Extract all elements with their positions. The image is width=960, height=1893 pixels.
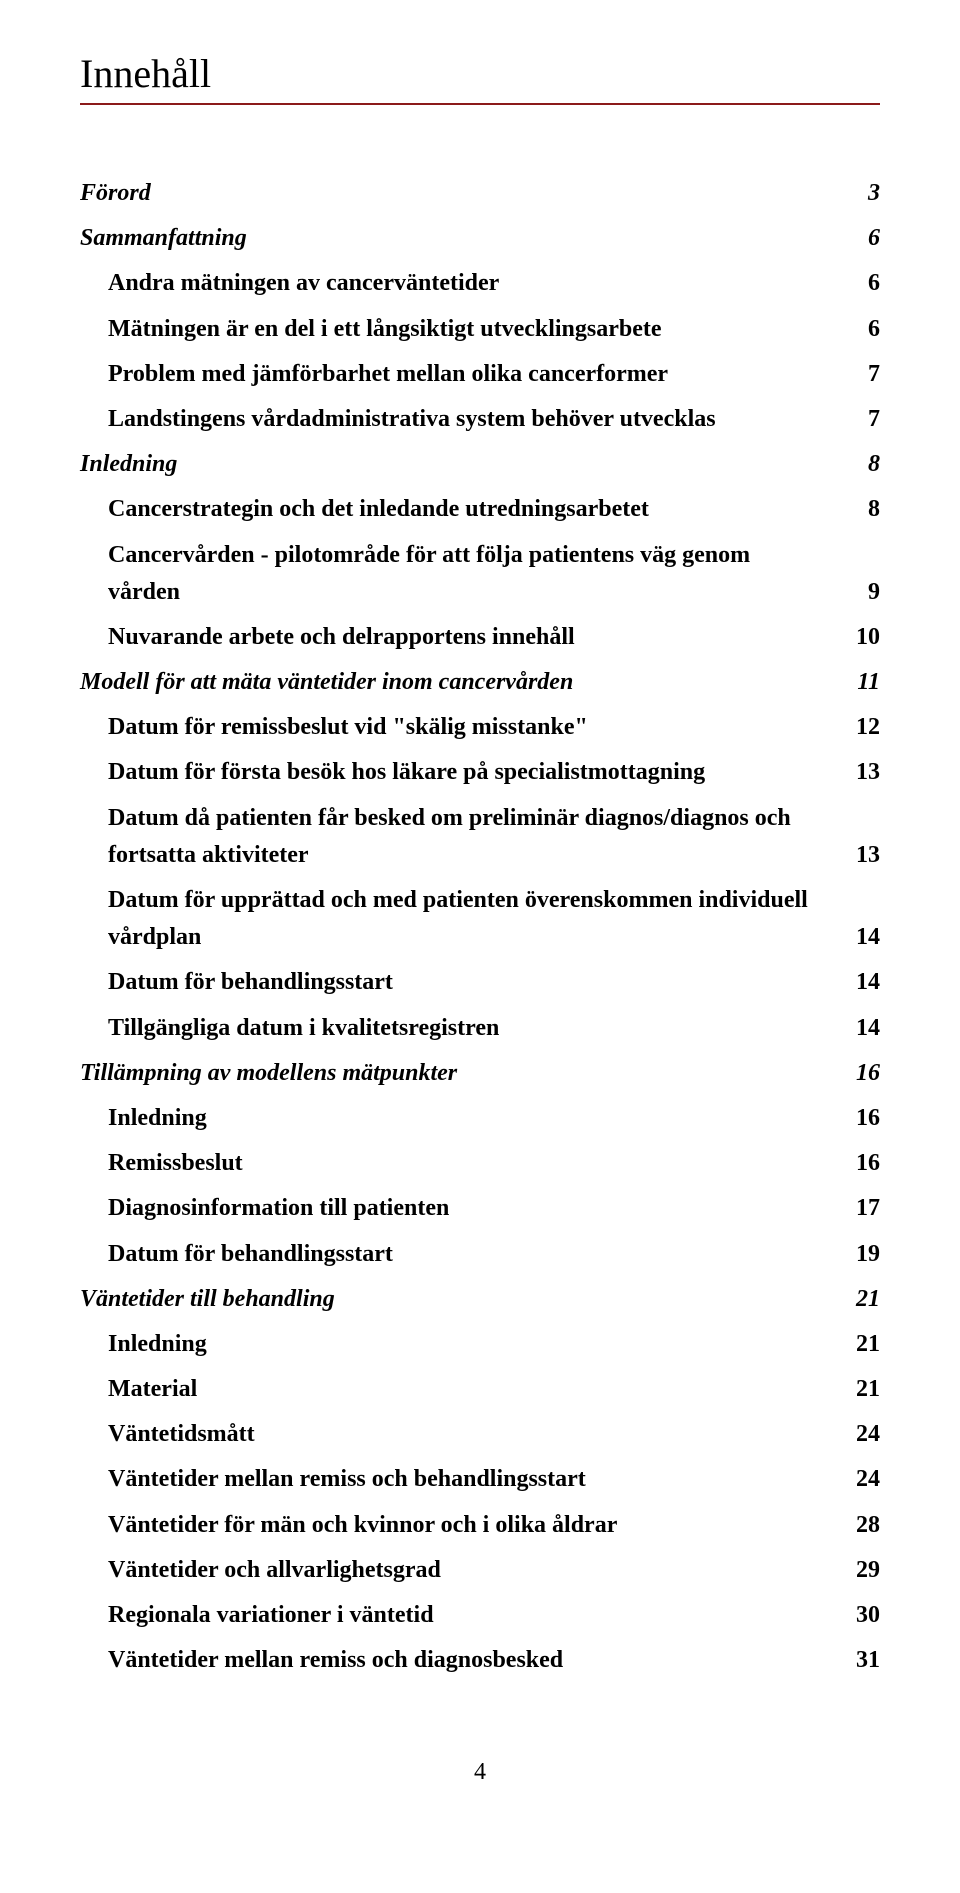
toc-entry-page: 16 — [840, 1145, 880, 1182]
page-number: 4 — [80, 1759, 880, 1786]
toc-row: Andra mätningen av cancerväntetider6 — [80, 265, 880, 302]
toc-entry-page: 14 — [840, 919, 880, 956]
toc-row: Inledning21 — [80, 1326, 880, 1363]
toc-entry-page: 6 — [840, 311, 880, 348]
toc-row: Remissbeslut16 — [80, 1145, 880, 1182]
toc-entry-label: Remissbeslut — [108, 1145, 840, 1182]
toc-entry-page: 24 — [840, 1416, 880, 1453]
toc-entry-label: Inledning — [80, 446, 840, 483]
toc-entry-page: 21 — [840, 1281, 880, 1318]
toc-entry-label: Mätningen är en del i ett långsiktigt ut… — [108, 311, 840, 348]
toc-entry-label: Datum för första besök hos läkare på spe… — [108, 754, 840, 791]
toc-entry-page: 16 — [840, 1055, 880, 1092]
toc-entry-label: Tillämpning av modellens mätpunkter — [80, 1055, 840, 1092]
toc-row: Inledning16 — [80, 1100, 880, 1137]
toc-entry-page: 9 — [840, 574, 880, 611]
toc-row: Cancervården - pilotområde för att följa… — [80, 537, 880, 611]
toc-row: Regionala variationer i väntetid30 — [80, 1597, 880, 1634]
toc-entry-label: Diagnosinformation till patienten — [108, 1190, 840, 1227]
toc-entry-label: Modell för att mäta väntetider inom canc… — [80, 664, 840, 701]
toc-entry-page: 8 — [840, 446, 880, 483]
toc-entry-label: Sammanfattning — [80, 220, 840, 257]
toc-entry-label: Datum då patienten får besked om prelimi… — [108, 800, 840, 874]
toc-entry-page: 3 — [840, 175, 880, 212]
toc-row: Diagnosinformation till patienten17 — [80, 1190, 880, 1227]
toc-entry-label: Tillgängliga datum i kvalitetsregistren — [108, 1010, 840, 1047]
toc-entry-label: Väntetider mellan remiss och behandlings… — [108, 1461, 840, 1498]
toc-entry-page: 13 — [840, 837, 880, 874]
toc-entry-page: 12 — [840, 709, 880, 746]
toc-entry-page: 10 — [840, 619, 880, 656]
toc-entry-label: Problem med jämförbarhet mellan olika ca… — [108, 356, 840, 393]
toc-row: Landstingens vårdadministrativa system b… — [80, 401, 880, 438]
toc-row: Datum för remissbeslut vid "skälig misst… — [80, 709, 880, 746]
toc-entry-page: 7 — [840, 401, 880, 438]
toc-entry-page: 19 — [840, 1236, 880, 1273]
toc-entry-label: Regionala variationer i väntetid — [108, 1597, 840, 1634]
toc-row: Sammanfattning6 — [80, 220, 880, 257]
toc-entry-page: 16 — [840, 1100, 880, 1137]
toc-entry-label: Datum för remissbeslut vid "skälig misst… — [108, 709, 840, 746]
toc-entry-page: 14 — [840, 964, 880, 1001]
toc-entry-page: 6 — [840, 220, 880, 257]
toc-row: Förord3 — [80, 175, 880, 212]
toc-entry-page: 30 — [840, 1597, 880, 1634]
page-title: Innehåll — [80, 50, 880, 105]
toc-row: Väntetider till behandling21 — [80, 1281, 880, 1318]
toc-entry-page: 8 — [840, 491, 880, 528]
toc-entry-page: 17 — [840, 1190, 880, 1227]
toc-entry-page: 6 — [840, 265, 880, 302]
toc-row: Tillgängliga datum i kvalitetsregistren1… — [80, 1010, 880, 1047]
toc-row: Datum för upprättad och med patienten öv… — [80, 882, 880, 956]
toc-row: Väntetider mellan remiss och diagnosbesk… — [80, 1642, 880, 1679]
toc-row: Väntetider mellan remiss och behandlings… — [80, 1461, 880, 1498]
toc-entry-page: 29 — [840, 1552, 880, 1589]
toc-row: Väntetider och allvarlighetsgrad29 — [80, 1552, 880, 1589]
toc-row: Nuvarande arbete och delrapportens inneh… — [80, 619, 880, 656]
toc-entry-label: Väntetider för män och kvinnor och i oli… — [108, 1507, 840, 1544]
toc-row: Datum då patienten får besked om prelimi… — [80, 800, 880, 874]
toc-row: Problem med jämförbarhet mellan olika ca… — [80, 356, 880, 393]
toc-row: Material21 — [80, 1371, 880, 1408]
toc-entry-label: Väntetider mellan remiss och diagnosbesk… — [108, 1642, 840, 1679]
toc-row: Datum för första besök hos läkare på spe… — [80, 754, 880, 791]
toc-row: Mätningen är en del i ett långsiktigt ut… — [80, 311, 880, 348]
toc-entry-label: Andra mätningen av cancerväntetider — [108, 265, 840, 302]
toc-row: Datum för behandlingsstart19 — [80, 1236, 880, 1273]
toc-entry-page: 13 — [840, 754, 880, 791]
document-page: Innehåll Förord3Sammanfattning6Andra mät… — [0, 0, 960, 1846]
toc-row: Modell för att mäta väntetider inom canc… — [80, 664, 880, 701]
toc-row: Cancerstrategin och det inledande utredn… — [80, 491, 880, 528]
toc-entry-page: 7 — [840, 356, 880, 393]
toc-entry-label: Väntetidsmått — [108, 1416, 840, 1453]
toc-entry-label: Datum för upprättad och med patienten öv… — [108, 882, 840, 956]
toc-row: Väntetidsmått24 — [80, 1416, 880, 1453]
toc-entry-label: Nuvarande arbete och delrapportens inneh… — [108, 619, 840, 656]
toc-row: Inledning8 — [80, 446, 880, 483]
toc-entry-page: 21 — [840, 1371, 880, 1408]
toc-entry-label: Väntetider och allvarlighetsgrad — [108, 1552, 840, 1589]
toc-entry-label: Förord — [80, 175, 840, 212]
toc-row: Datum för behandlingsstart14 — [80, 964, 880, 1001]
toc-row: Väntetider för män och kvinnor och i oli… — [80, 1507, 880, 1544]
toc-entry-label: Landstingens vårdadministrativa system b… — [108, 401, 840, 438]
toc-entry-label: Cancervården - pilotområde för att följa… — [108, 537, 840, 611]
toc-entry-page: 24 — [840, 1461, 880, 1498]
toc-entry-label: Cancerstrategin och det inledande utredn… — [108, 491, 840, 528]
toc-entry-label: Inledning — [108, 1100, 840, 1137]
toc-entry-label: Väntetider till behandling — [80, 1281, 840, 1318]
toc-entry-label: Material — [108, 1371, 840, 1408]
toc-row: Tillämpning av modellens mätpunkter16 — [80, 1055, 880, 1092]
toc-entry-page: 31 — [840, 1642, 880, 1679]
toc-entry-page: 28 — [840, 1507, 880, 1544]
toc-entry-page: 14 — [840, 1010, 880, 1047]
toc-entry-label: Datum för behandlingsstart — [108, 964, 840, 1001]
toc-entry-label: Datum för behandlingsstart — [108, 1236, 840, 1273]
table-of-contents: Förord3Sammanfattning6Andra mätningen av… — [80, 175, 880, 1679]
toc-entry-label: Inledning — [108, 1326, 840, 1363]
toc-entry-page: 21 — [840, 1326, 880, 1363]
toc-entry-page: 11 — [840, 664, 880, 701]
